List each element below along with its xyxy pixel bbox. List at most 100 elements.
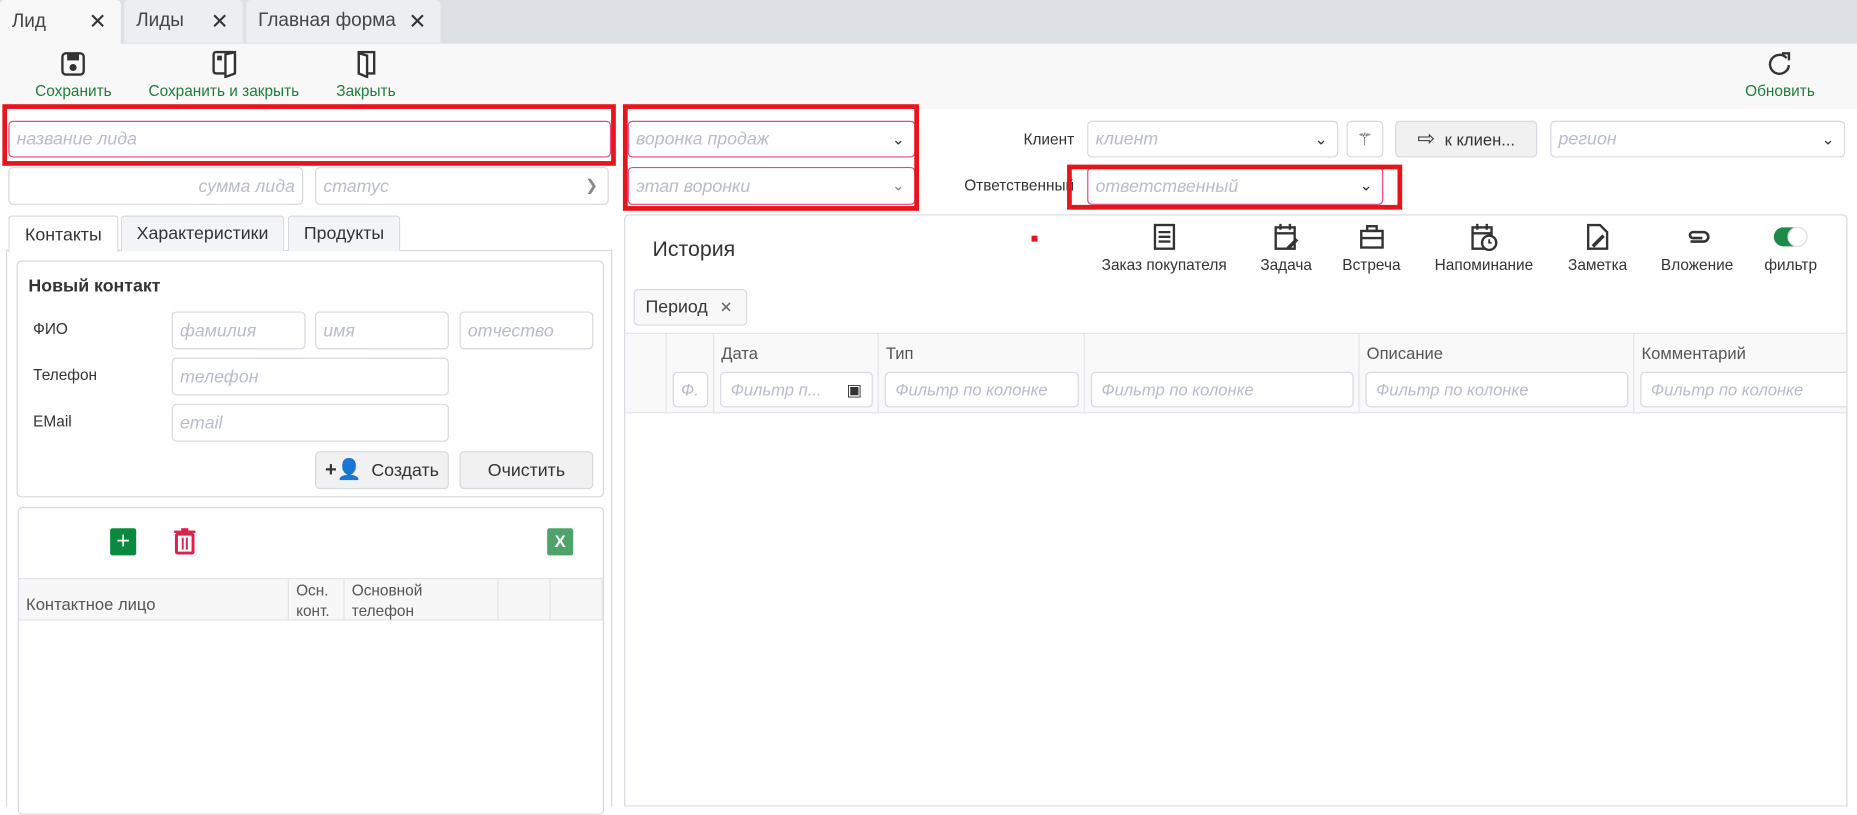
close-icon[interactable]: ✕ — [719, 297, 733, 316]
column-header[interactable]: Основной телефон — [345, 579, 499, 620]
calendar-icon[interactable]: ▣ — [846, 379, 863, 399]
date-filter-input[interactable]: Фильтр п... ▣ — [720, 371, 873, 408]
clear-button[interactable]: Очистить — [459, 451, 594, 490]
column-header-date[interactable]: Дата Фильтр п... ▣ — [714, 333, 879, 413]
close-button[interactable]: Закрыть — [336, 50, 396, 102]
tab-label: Лиды — [136, 10, 184, 31]
filter-input[interactable]: Фильтр по колонке — [1365, 371, 1629, 408]
tab-lead[interactable]: Лид ✕ — [0, 0, 121, 44]
chevron-down-icon: ⌄ — [1821, 129, 1835, 148]
tab-characteristics[interactable]: Характеристики — [120, 215, 285, 252]
attachment-button[interactable]: Вложение — [1661, 223, 1733, 274]
column-header-comment[interactable]: Комментарий Фильтр по колонке — [1634, 334, 1847, 412]
calendar-edit-icon — [1274, 223, 1299, 250]
paperclip-icon — [1688, 230, 1709, 243]
magic-wand-button[interactable]: ⚚ — [1346, 120, 1384, 158]
lead-name-input[interactable]: название лида — [8, 120, 612, 158]
action-label: Задача — [1260, 255, 1312, 274]
column-header[interactable] — [551, 579, 603, 620]
funnel-select[interactable]: воронка продаж ⌄ — [627, 120, 916, 158]
first-name-input[interactable]: имя — [315, 311, 449, 350]
filter-toggle[interactable]: фильтр — [1764, 223, 1817, 274]
trash-icon[interactable] — [173, 527, 197, 555]
filter-input[interactable]: Фильтр по колонке — [1090, 371, 1354, 408]
phone-input[interactable]: телефон — [171, 357, 449, 396]
excel-icon: X — [554, 531, 566, 551]
lead-sum-input[interactable]: сумма лида — [8, 166, 304, 205]
save-and-close-button[interactable]: Сохранить и закрыть — [148, 50, 299, 102]
filter-input[interactable]: Ф. — [672, 371, 709, 408]
plus-icon: + — [116, 528, 131, 555]
tab-label: Главная форма — [258, 10, 396, 31]
chevron-down-icon: ⌄ — [1314, 129, 1328, 148]
save-button[interactable]: Сохранить — [35, 50, 112, 102]
door-icon — [357, 50, 376, 79]
chevron-down-icon: ⌄ — [891, 176, 905, 195]
contacts-grid: + X Контактное лицо Осн. конт. Основной … — [17, 506, 604, 815]
save-close-icon — [211, 50, 236, 79]
tab-main-form[interactable]: Главная форма ✕ — [246, 0, 441, 43]
excel-export-button[interactable]: X — [547, 528, 574, 556]
column-header[interactable]: Ф. — [667, 333, 715, 413]
surname-input[interactable]: фамилия — [171, 311, 306, 350]
close-icon[interactable]: ✕ — [210, 9, 229, 34]
close-icon[interactable]: ✕ — [88, 9, 107, 34]
patronymic-input[interactable]: отчество — [459, 311, 594, 350]
responsible-select[interactable]: ответственный ⌄ — [1087, 166, 1384, 205]
client-label: Клиент — [1023, 130, 1075, 149]
add-button[interactable]: + — [110, 528, 137, 556]
tab-contacts[interactable]: Контакты — [8, 215, 119, 253]
filter-input[interactable]: Фильтр по колонке — [884, 371, 1079, 408]
customer-order-button[interactable]: Заказ покупателя — [1102, 223, 1227, 274]
column-header-description[interactable]: Описание Фильтр по колонке — [1360, 333, 1635, 413]
action-label: фильтр — [1764, 255, 1818, 274]
placeholder: этап воронки — [635, 175, 751, 197]
tab-leads[interactable]: Лиды ✕ — [124, 0, 243, 43]
placeholder: Фильтр п... — [730, 380, 822, 400]
placeholder: статус — [323, 175, 389, 197]
email-label: EMail — [33, 412, 72, 430]
new-contact-section: Новый контакт ФИО фамилия имя отчество Т… — [16, 260, 604, 498]
save-label: Сохранить — [35, 81, 112, 100]
task-button[interactable]: Задача — [1260, 223, 1312, 274]
briefcase-icon — [1359, 225, 1384, 249]
action-label: Заказ покупателя — [1101, 255, 1227, 274]
tab-label: Лид — [11, 11, 46, 32]
placeholder: имя — [323, 320, 355, 341]
placeholder: название лида — [16, 129, 137, 150]
period-chip[interactable]: Период ✕ — [633, 288, 748, 326]
status-select[interactable]: статус ❯ — [315, 166, 609, 205]
tab-products[interactable]: Продукты — [287, 215, 401, 252]
stage-select[interactable]: этап воронки ⌄ — [627, 166, 916, 205]
calendar-clock-icon — [1470, 223, 1497, 252]
highlight-box — [2, 104, 616, 166]
column-header[interactable]: Фильтр по колонке — [1085, 333, 1360, 413]
tab-label: Продукты — [303, 223, 385, 244]
chip-label: Период — [645, 297, 708, 318]
close-icon[interactable]: ✕ — [408, 9, 427, 34]
create-contact-button[interactable]: +👤 Создать — [315, 451, 449, 490]
reminder-button[interactable]: Напоминание — [1435, 223, 1533, 274]
column-label: Описание — [1366, 343, 1443, 363]
column-header-type[interactable]: Тип Фильтр по колонке — [879, 333, 1085, 413]
refresh-button[interactable]: Обновить — [1745, 50, 1815, 102]
filter-input[interactable]: Фильтр по колонке — [1640, 371, 1847, 408]
placeholder: email — [180, 412, 223, 433]
note-button[interactable]: Заметка — [1568, 223, 1627, 274]
email-input[interactable]: email — [171, 403, 449, 442]
column-header[interactable] — [499, 579, 551, 620]
section-title: Новый контакт — [28, 275, 161, 297]
placeholder: регион — [1558, 129, 1617, 150]
receipt-icon — [1153, 223, 1175, 250]
column-header[interactable]: Осн. конт. — [289, 579, 345, 620]
meeting-button[interactable]: Встреча — [1342, 223, 1401, 274]
client-select[interactable]: клиент ⌄ — [1087, 120, 1339, 158]
highlight-box — [622, 104, 920, 211]
to-client-button[interactable]: ⇨ к клиен... — [1395, 120, 1538, 158]
chevron-down-icon: ❯ — [585, 176, 599, 195]
region-select[interactable]: регион ⌄ — [1550, 120, 1846, 158]
placeholder: ответственный — [1095, 175, 1239, 197]
history-title: История — [652, 236, 736, 261]
placeholder: отчество — [467, 320, 554, 341]
column-header[interactable]: Контактное лицо — [19, 579, 289, 620]
